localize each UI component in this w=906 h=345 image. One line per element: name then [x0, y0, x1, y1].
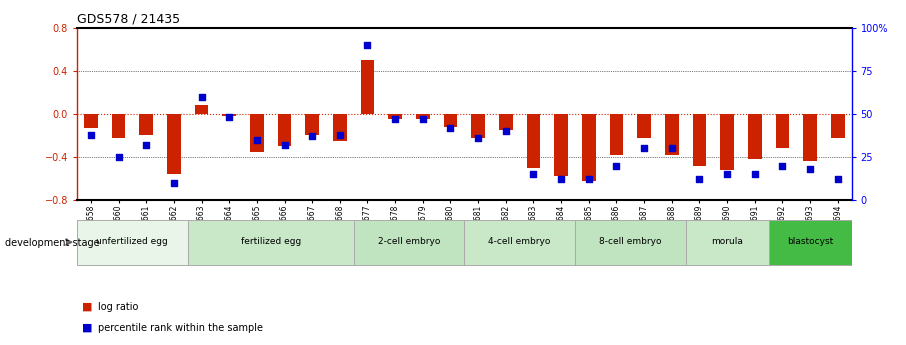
Point [720, 171, 735, 177]
Point [111, 154, 126, 160]
Bar [250, 114, 264, 151]
Bar [692, 114, 707, 166]
Bar [637, 114, 651, 138]
Text: morula: morula [711, 237, 743, 246]
Point [526, 171, 541, 177]
Point [305, 134, 320, 139]
Point [277, 142, 292, 148]
Point [388, 116, 402, 122]
Text: 2-cell embryo: 2-cell embryo [378, 237, 440, 246]
Bar [554, 114, 568, 176]
Point [222, 115, 236, 120]
Point [747, 171, 762, 177]
Bar [222, 114, 236, 116]
Bar [665, 114, 679, 155]
Text: unfertilized egg: unfertilized egg [96, 237, 169, 246]
Bar [195, 105, 208, 114]
Text: log ratio: log ratio [98, 302, 139, 312]
Bar [747, 114, 762, 159]
Point [139, 142, 153, 148]
Bar [831, 114, 844, 138]
Point [416, 116, 430, 122]
Bar [444, 114, 458, 127]
Point [333, 132, 347, 137]
Bar [361, 60, 374, 114]
Point [443, 125, 458, 130]
FancyBboxPatch shape [575, 220, 686, 265]
Bar [416, 114, 429, 119]
Bar [277, 114, 292, 146]
Bar [526, 114, 540, 168]
Bar [305, 114, 319, 136]
Point [194, 94, 208, 99]
FancyBboxPatch shape [464, 220, 575, 265]
Bar [84, 114, 98, 128]
Text: blastocyst: blastocyst [787, 237, 834, 246]
Bar [776, 114, 789, 148]
Bar [140, 114, 153, 136]
Bar [610, 114, 623, 155]
Bar [471, 114, 485, 138]
Point [249, 137, 264, 142]
Text: ■: ■ [82, 302, 92, 312]
Bar [389, 114, 402, 119]
Text: development stage: development stage [5, 238, 99, 248]
Point [831, 177, 845, 182]
Point [554, 177, 568, 182]
Point [167, 180, 181, 186]
FancyBboxPatch shape [353, 220, 464, 265]
Bar [804, 114, 817, 161]
Bar [167, 114, 181, 174]
FancyBboxPatch shape [77, 220, 188, 265]
Point [803, 166, 817, 172]
Text: percentile rank within the sample: percentile rank within the sample [98, 323, 263, 333]
Text: fertilized egg: fertilized egg [240, 237, 301, 246]
Point [83, 132, 98, 137]
Bar [720, 114, 734, 170]
Text: ■: ■ [82, 323, 92, 333]
Point [637, 146, 651, 151]
Point [776, 163, 790, 168]
Bar [582, 114, 596, 181]
Point [471, 135, 486, 141]
FancyBboxPatch shape [188, 220, 353, 265]
Point [692, 177, 707, 182]
Bar [333, 114, 347, 141]
Text: 4-cell embryo: 4-cell embryo [488, 237, 551, 246]
Text: 8-cell embryo: 8-cell embryo [599, 237, 661, 246]
Text: GDS578 / 21435: GDS578 / 21435 [77, 12, 180, 25]
Point [361, 42, 375, 48]
Bar [499, 114, 513, 130]
Bar [111, 114, 125, 138]
Point [665, 146, 680, 151]
FancyBboxPatch shape [768, 220, 852, 265]
FancyBboxPatch shape [686, 220, 768, 265]
Point [498, 128, 513, 134]
Point [609, 163, 623, 168]
Point [582, 177, 596, 182]
